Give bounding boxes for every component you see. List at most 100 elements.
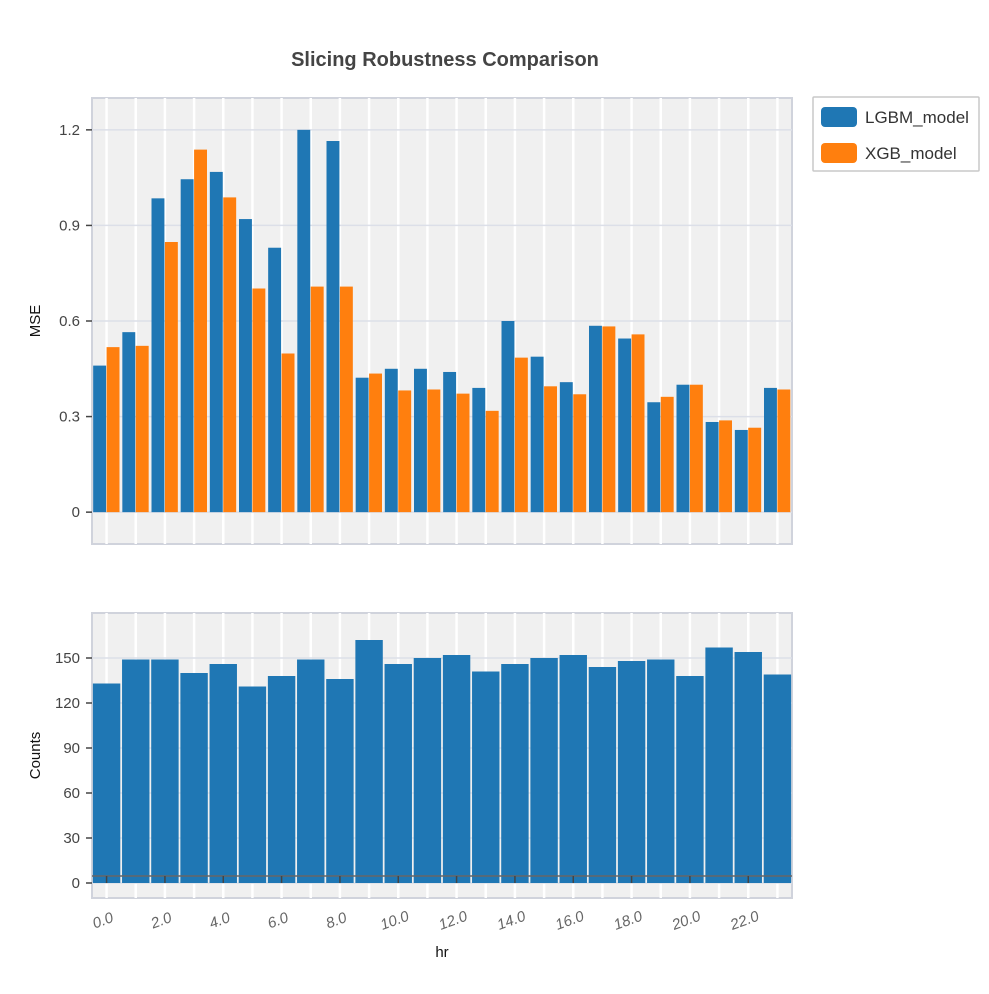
bar-lgbm-model — [180, 179, 194, 513]
bar-lgbm-model — [734, 429, 748, 513]
bar-counts — [180, 673, 208, 883]
x-tick-label: 16.0 — [553, 908, 587, 934]
bar-xgb-model — [689, 384, 703, 513]
legend-swatch-xgb-model — [821, 143, 857, 163]
bar-counts — [559, 655, 587, 883]
y-axis-label: MSE — [27, 305, 44, 338]
bar-counts — [705, 647, 733, 883]
x-tick-label: 6.0 — [265, 909, 291, 932]
bar-counts — [238, 686, 267, 883]
y-tick-label: 120 — [55, 695, 80, 712]
series-1 — [106, 149, 791, 513]
bar-lgbm-model — [618, 338, 632, 513]
bar-xgb-model — [339, 286, 353, 513]
x-tick-label: 14.0 — [495, 908, 529, 934]
x-tick-label: 0.0 — [90, 909, 116, 932]
bar-lgbm-model — [705, 421, 719, 513]
bar-lgbm-model — [93, 365, 107, 513]
legend-label: XGB_model — [865, 144, 957, 163]
legend: LGBM_model XGB_model — [812, 96, 980, 172]
bar-lgbm-model — [647, 402, 661, 513]
y-tick-label: 0.3 — [59, 409, 80, 426]
bar-lgbm-model — [384, 368, 398, 513]
bar-counts — [122, 659, 150, 883]
bar-xgb-model — [514, 357, 528, 513]
bar-counts — [617, 661, 646, 883]
y-tick-label: 30 — [63, 830, 80, 847]
bar-lgbm-model — [355, 377, 369, 513]
bar-lgbm-model — [589, 325, 602, 513]
bar-counts — [297, 659, 325, 883]
bar-xgb-model — [369, 373, 382, 513]
bar-counts — [355, 640, 383, 883]
bar-xgb-model — [544, 386, 557, 513]
bar-xgb-model — [194, 149, 207, 513]
bar-lgbm-model — [764, 387, 777, 513]
bar-xgb-model — [223, 197, 237, 513]
bar-lgbm-model — [268, 247, 282, 513]
bar-counts — [326, 679, 354, 883]
bar-xgb-model — [573, 394, 587, 513]
bar-lgbm-model — [151, 198, 165, 513]
bar-xgb-model — [427, 389, 441, 513]
bar-lgbm-model — [559, 382, 573, 513]
legend-swatch-lgbm-model — [821, 107, 857, 127]
bar-counts — [530, 658, 558, 883]
bar-lgbm-model — [297, 129, 311, 513]
chart-title: Slicing Robustness Comparison — [291, 49, 599, 71]
panel-mse: 0 0.3 0.6 0.9 1.2 MSE — [27, 97, 793, 545]
bar-xgb-model — [602, 326, 616, 513]
bar-counts — [151, 659, 179, 883]
bar-counts — [763, 674, 792, 883]
x-tick-label: 4.0 — [207, 909, 233, 932]
bar-xgb-model — [310, 286, 324, 513]
y-tick-label: 90 — [63, 740, 80, 757]
x-tick-label: 10.0 — [378, 908, 412, 934]
bar-counts — [267, 676, 296, 883]
bar-counts — [676, 676, 704, 883]
bar-lgbm-model — [209, 171, 223, 513]
bar-xgb-model — [719, 420, 732, 513]
bar-xgb-model — [456, 393, 470, 513]
bar-counts — [92, 683, 121, 883]
x-tick-label: 8.0 — [324, 909, 350, 932]
x-tick-label: 2.0 — [148, 909, 175, 933]
x-tick-label: 18.0 — [611, 908, 645, 934]
x-axis-label: hr — [435, 944, 448, 961]
legend-label: LGBM_model — [865, 108, 969, 127]
bar-xgb-model — [398, 390, 412, 513]
bar-xgb-model — [281, 353, 295, 513]
bar-xgb-model — [485, 410, 499, 513]
bar-lgbm-model — [414, 368, 427, 513]
x-tick-label: 20.0 — [669, 908, 704, 935]
bar-xgb-model — [252, 288, 266, 513]
y-tick-label: 150 — [55, 650, 80, 667]
bar-lgbm-model — [122, 332, 136, 513]
bar-lgbm-model — [472, 387, 486, 513]
bar-lgbm-model — [326, 141, 340, 513]
bar-xgb-model — [777, 389, 791, 513]
bar-counts — [384, 664, 412, 883]
bar-xgb-model — [106, 347, 120, 513]
y-tick-label: 60 — [63, 785, 80, 802]
series-0 — [93, 129, 777, 513]
bar-lgbm-model — [676, 384, 690, 513]
y-tick-label: 0.9 — [59, 217, 80, 234]
panel-counts: 0 30 60 90 120 150 Counts 0.0 2.0 4.0 6.0 8.0 10.0 12… — [27, 612, 793, 961]
bar-counts — [209, 664, 237, 883]
y-tick-label: 1.2 — [59, 122, 80, 139]
bar-counts — [442, 655, 471, 883]
bar-xgb-model — [748, 427, 762, 513]
x-tick-label: 22.0 — [727, 908, 762, 935]
bar-lgbm-model — [501, 321, 515, 513]
bar-counts — [734, 652, 762, 883]
bar-counts — [588, 667, 617, 883]
bar-xgb-model — [135, 345, 149, 513]
y-axis-label: Counts — [27, 732, 44, 780]
bar-lgbm-model — [530, 356, 544, 513]
series-0 — [92, 640, 792, 883]
plot-area — [91, 612, 793, 899]
y-tick-label: 0 — [72, 504, 80, 521]
